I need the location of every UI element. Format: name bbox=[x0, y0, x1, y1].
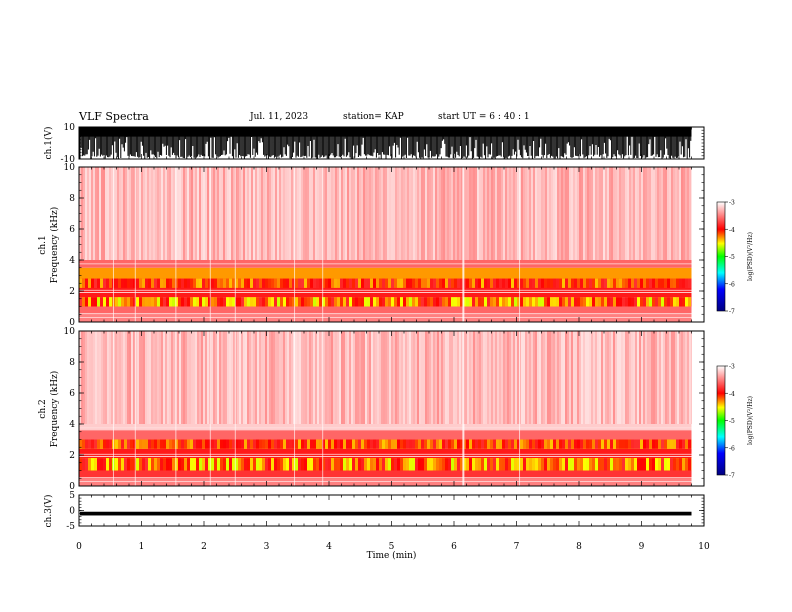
ch1-spectrogram-ylabel: ch.1 bbox=[38, 235, 48, 254]
colorbar-tick-label: -5 bbox=[729, 418, 735, 425]
y-tick-label: -5 bbox=[66, 522, 75, 532]
colorbar-tick-label: -6 bbox=[729, 281, 735, 288]
y-tick-label: 5 bbox=[69, 491, 75, 501]
colorbar-ch2 bbox=[716, 365, 726, 476]
y-tick-label: 10 bbox=[64, 123, 76, 133]
x-tick-label: 1 bbox=[139, 542, 145, 552]
spectrogram-band bbox=[79, 267, 692, 279]
date-label: Jul. 11, 2023 bbox=[250, 112, 309, 122]
x-tick-label: 0 bbox=[76, 542, 82, 552]
colorbar-tick-label: -6 bbox=[729, 445, 735, 452]
x-tick-label: 9 bbox=[639, 542, 645, 552]
ch1-spectrogram-ylabel-freq: Frequency (kHz) bbox=[49, 207, 60, 284]
x-tick-label: 10 bbox=[698, 542, 710, 552]
y-tick-label: 8 bbox=[69, 358, 75, 368]
y-tick-label: 0 bbox=[69, 482, 75, 492]
y-tick-label: 0 bbox=[69, 318, 75, 328]
colorbar-tick-label: -4 bbox=[729, 227, 735, 234]
y-tick-label: 2 bbox=[69, 451, 75, 461]
y-tick-label: 10 bbox=[64, 163, 76, 173]
x-tick-label: 2 bbox=[201, 542, 207, 552]
y-tick-label: 6 bbox=[69, 225, 75, 235]
spectrogram-band bbox=[79, 470, 692, 479]
y-tick-label: 8 bbox=[69, 194, 75, 204]
y-tick-label: 6 bbox=[69, 389, 75, 399]
x-tick-label: 8 bbox=[576, 542, 582, 552]
x-tick-label: 6 bbox=[451, 542, 457, 552]
ch1-spectrogram-image bbox=[79, 167, 704, 322]
ch3-waveform-trace bbox=[80, 511, 692, 516]
colorbar-label: log(PSD)(V²/Hz) bbox=[747, 232, 754, 281]
x-axis-label: Time (min) bbox=[367, 550, 417, 561]
colorbar-tick-label: -3 bbox=[729, 200, 735, 207]
start-time-label: start UT = 6 : 40 : 1 bbox=[438, 112, 530, 122]
y-tick-label: 2 bbox=[69, 287, 75, 297]
x-tick-label: 7 bbox=[514, 542, 520, 552]
y-tick-label: -10 bbox=[61, 155, 76, 165]
y-tick-label: 10 bbox=[64, 327, 76, 337]
ch2-spectrogram-ylabel: ch.2 bbox=[38, 399, 48, 418]
y-tick-label: 0 bbox=[69, 507, 75, 517]
spectrogram-band bbox=[79, 448, 692, 459]
colorbar-label: log(PSD)(V²/Hz) bbox=[747, 396, 754, 445]
colorbar-tick-label: -7 bbox=[729, 473, 735, 480]
ch2-spectrogram-image bbox=[79, 331, 704, 486]
x-tick-label: 3 bbox=[264, 542, 270, 552]
colorbar-tick-label: -7 bbox=[729, 309, 735, 316]
chart-title: VLF Spectra bbox=[79, 110, 149, 123]
x-tick-label: 5 bbox=[389, 542, 395, 552]
ch3-ylabel: ch.3(V) bbox=[43, 495, 54, 528]
spectrogram-band bbox=[79, 478, 692, 486]
colorbar-tick-label: -4 bbox=[729, 391, 735, 398]
spectrogram-band bbox=[79, 306, 692, 315]
station-label: station= KAP bbox=[343, 112, 404, 122]
y-tick-label: 4 bbox=[69, 256, 75, 266]
spectrogram-band bbox=[79, 314, 692, 322]
ch1-ylabel: ch.1(V) bbox=[43, 127, 54, 160]
colorbar-tick-label: -5 bbox=[729, 254, 735, 261]
spectrogram-band bbox=[79, 430, 692, 440]
colorbar-tick-label: -3 bbox=[729, 364, 735, 371]
colorbar-ch1 bbox=[716, 201, 726, 312]
y-tick-label: 4 bbox=[69, 420, 75, 430]
ch2-spectrogram-ylabel-freq: Frequency (kHz) bbox=[49, 371, 60, 448]
x-tick-label: 4 bbox=[326, 542, 332, 552]
